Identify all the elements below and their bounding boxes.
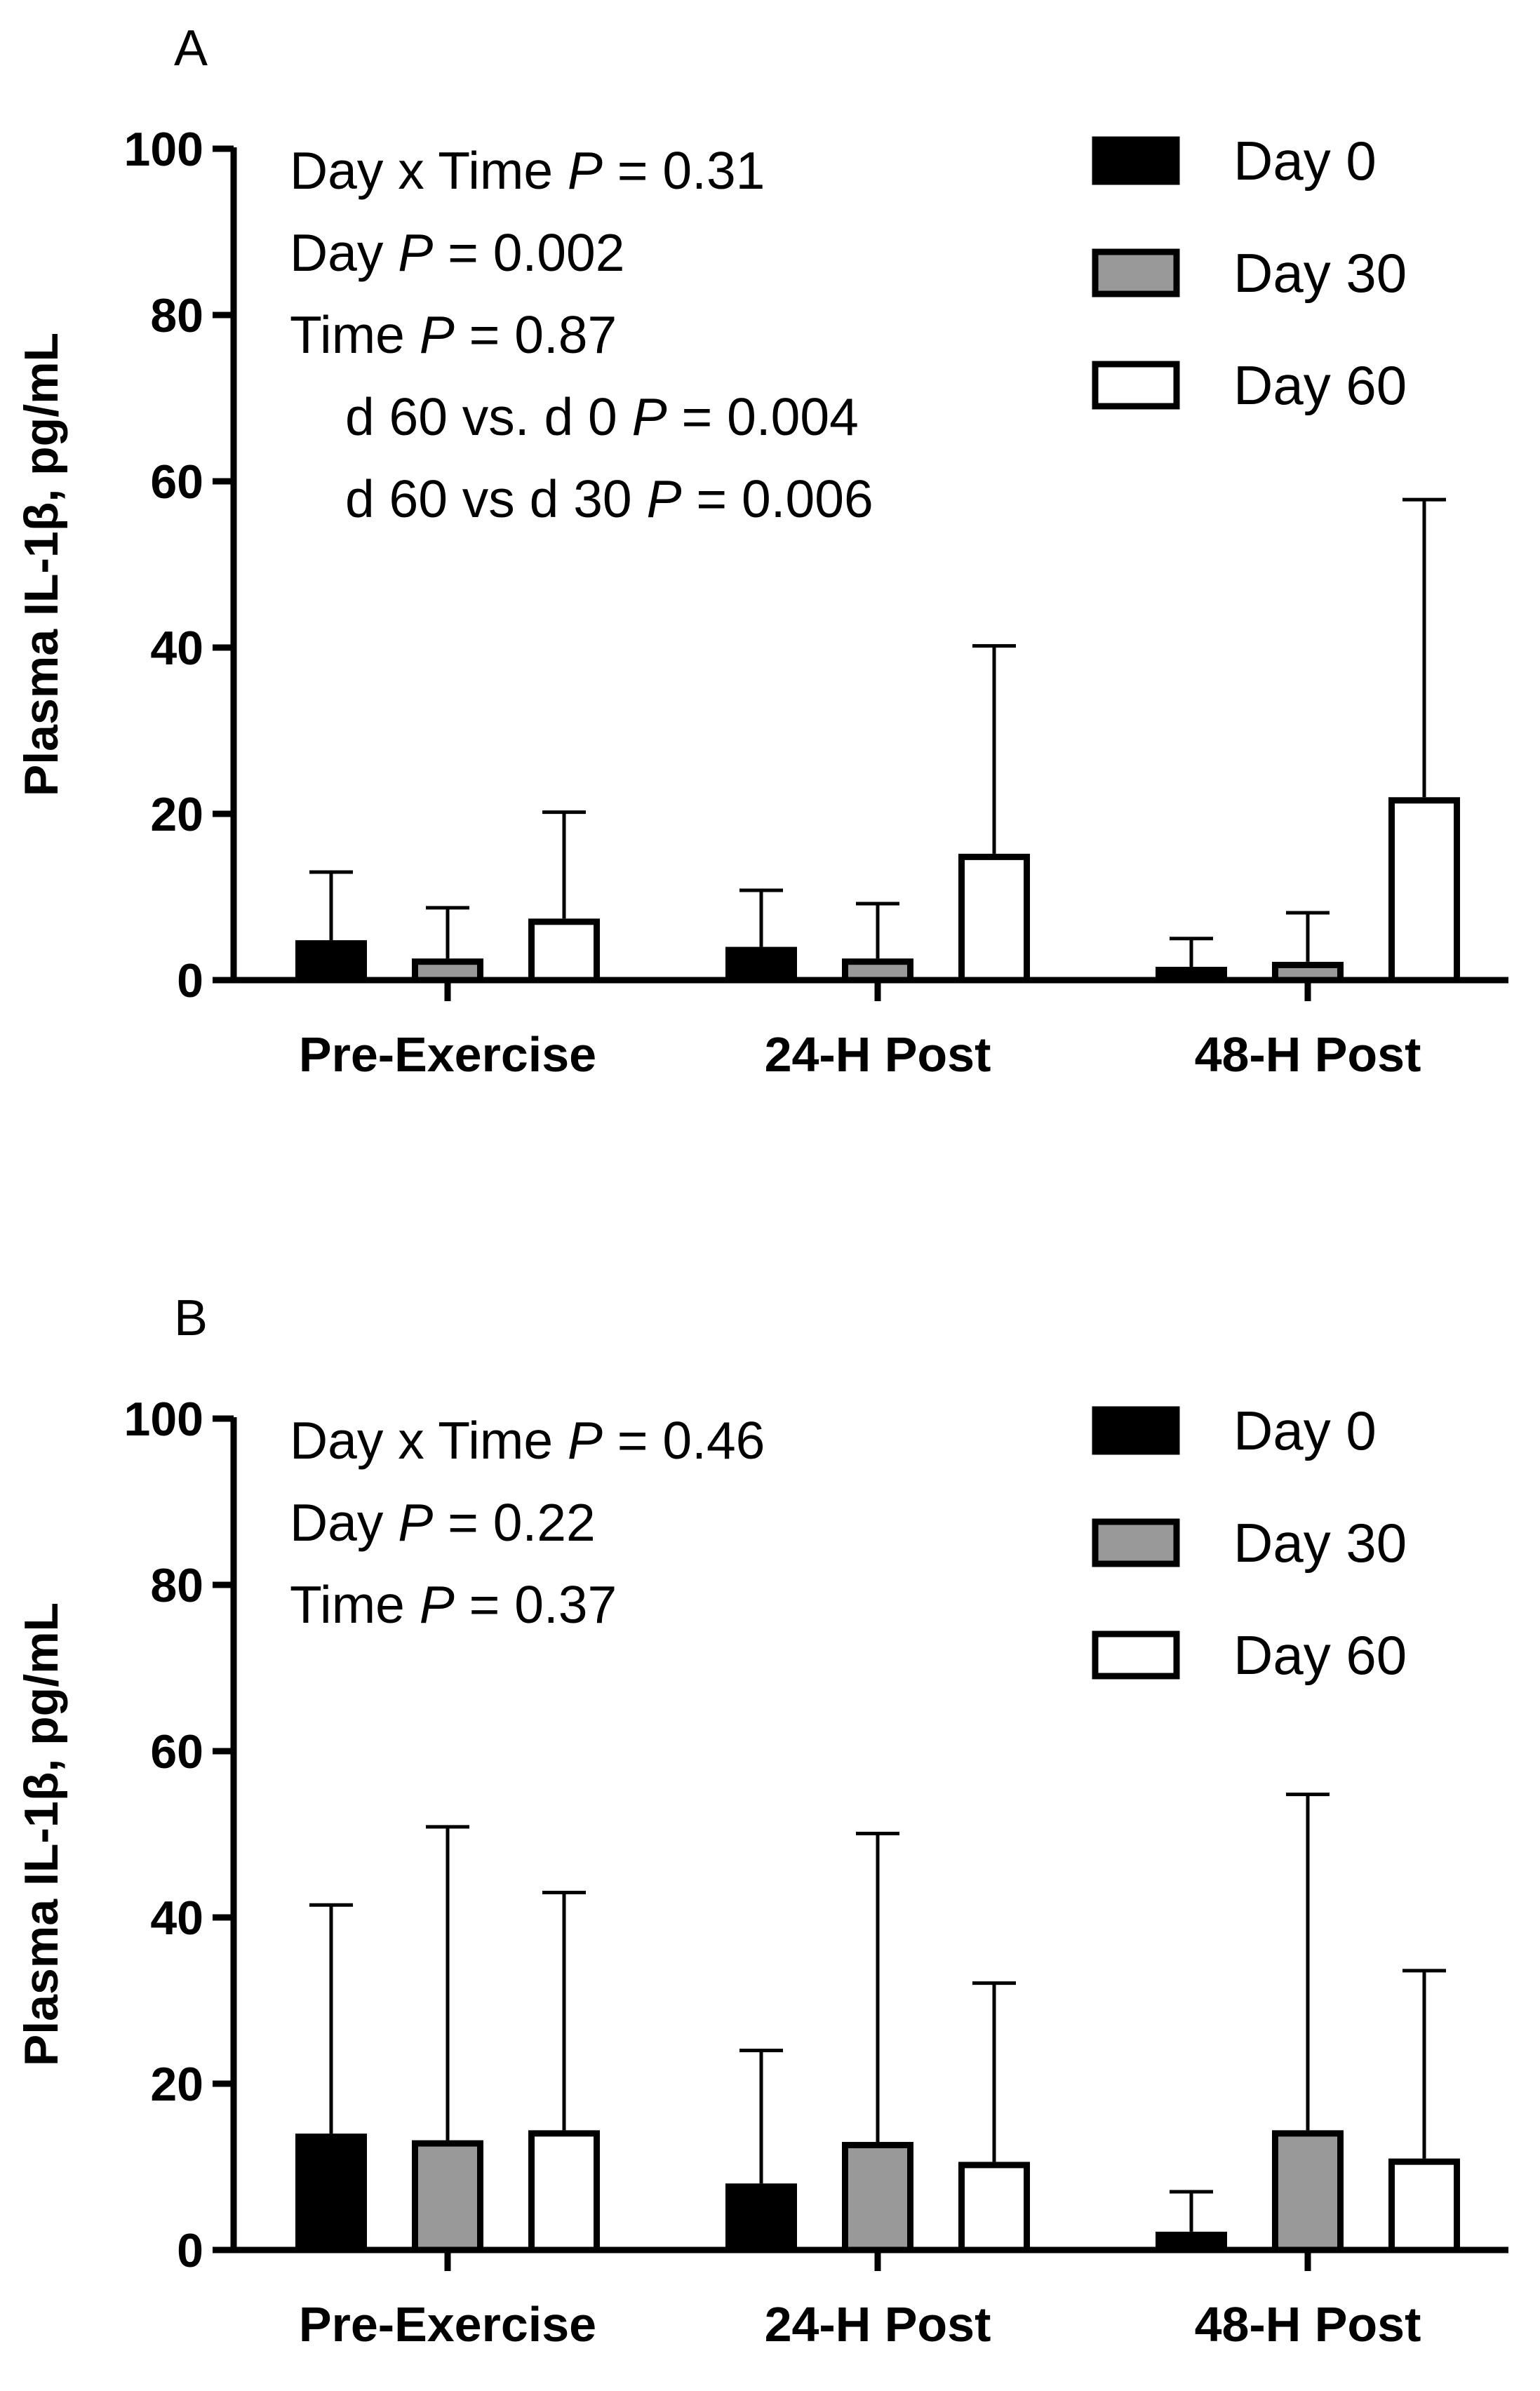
- legend-label: Day 60: [1233, 354, 1407, 416]
- legend-swatch-day-30: [1092, 248, 1180, 297]
- stats-annotation: Day x Time P = 0.31: [290, 141, 765, 200]
- y-tick-label: 80: [150, 289, 203, 342]
- stats-annotation: Day x Time P = 0.46: [290, 1411, 765, 1470]
- bar-day-0: [295, 940, 367, 984]
- legend-label: Day 60: [1233, 1624, 1407, 1686]
- bar-day-30: [1272, 2130, 1344, 2253]
- bar-day-0: [725, 2183, 797, 2253]
- y-tick-label: 0: [177, 2224, 203, 2277]
- y-tick-label: 100: [124, 123, 203, 176]
- stats-annotation: Time P = 0.37: [290, 1575, 617, 1634]
- y-tick-label: 20: [150, 788, 203, 841]
- legend-swatch-day-60: [1092, 1630, 1180, 1680]
- y-tick-label: 60: [150, 455, 203, 509]
- y-tick-label: 40: [150, 1891, 203, 1945]
- bar-day-30: [842, 2141, 913, 2253]
- y-tick-label: 40: [150, 622, 203, 675]
- x-category-label: 24-H Post: [765, 2297, 991, 2352]
- bar-day-60: [528, 918, 600, 984]
- bar-day-60: [528, 2130, 600, 2253]
- legend-label: Day 0: [1233, 130, 1377, 192]
- y-axis-label: Plasma IL-1β, pg/mL: [15, 1602, 68, 2066]
- y-tick-label: 20: [150, 2058, 203, 2111]
- y-tick-label: 0: [177, 954, 203, 1007]
- bar-day-60: [1388, 2158, 1460, 2253]
- y-axis-label: Plasma IL-1β, pg/mL: [15, 333, 68, 796]
- legend-label: Day 30: [1233, 1512, 1407, 1574]
- chart-panel-b: B Plasma IL-1β, pg/mL 0 20 40 60 80 100 Pre-Exer…: [15, 1290, 1508, 2352]
- chart-panel-a: A Plasma IL-1β, pg/mL 0 20 40 60 80 100 Pre-Exer…: [15, 20, 1508, 1082]
- bar-day-0: [725, 946, 797, 984]
- stats-annotation: Day P = 0.22: [290, 1493, 596, 1552]
- panel-label: B: [174, 1290, 208, 1346]
- x-category-label: Pre-Exercise: [299, 1027, 596, 1082]
- stats-annotation: Day P = 0.002: [290, 223, 624, 282]
- y-tick-label: 80: [150, 1559, 203, 1612]
- bar-day-0: [295, 2134, 367, 2253]
- legend-label: Day 0: [1233, 1400, 1377, 1461]
- bar-day-60: [958, 2162, 1030, 2253]
- panel-label: A: [174, 20, 208, 76]
- y-tick-label: 60: [150, 1725, 203, 1779]
- stats-annotation: Time P = 0.87: [290, 305, 617, 364]
- bar-day-60: [958, 853, 1030, 984]
- legend-swatch-day-0: [1092, 136, 1180, 185]
- stats-annotation: d 60 vs. d 0 P = 0.004: [345, 387, 859, 446]
- legend-swatch-day-0: [1092, 1406, 1180, 1455]
- x-category-label: 48-H Post: [1195, 1027, 1421, 1082]
- bar-day-60: [1388, 797, 1460, 984]
- y-tick-label: 100: [124, 1393, 203, 1446]
- legend-label: Day 30: [1233, 242, 1407, 304]
- legend-swatch-day-60: [1092, 361, 1180, 410]
- bar-day-30: [412, 2140, 483, 2253]
- x-category-label: 24-H Post: [765, 1027, 991, 1082]
- x-category-label: Pre-Exercise: [299, 2297, 596, 2352]
- x-category-label: 48-H Post: [1195, 2297, 1421, 2352]
- legend-swatch-day-30: [1092, 1518, 1180, 1567]
- panels-container: A Plasma IL-1β, pg/mL 0 20 40 60 80 100 Pre-Exer…: [15, 20, 1508, 2352]
- stats-annotation: d 60 vs d 30 P = 0.006: [345, 469, 873, 528]
